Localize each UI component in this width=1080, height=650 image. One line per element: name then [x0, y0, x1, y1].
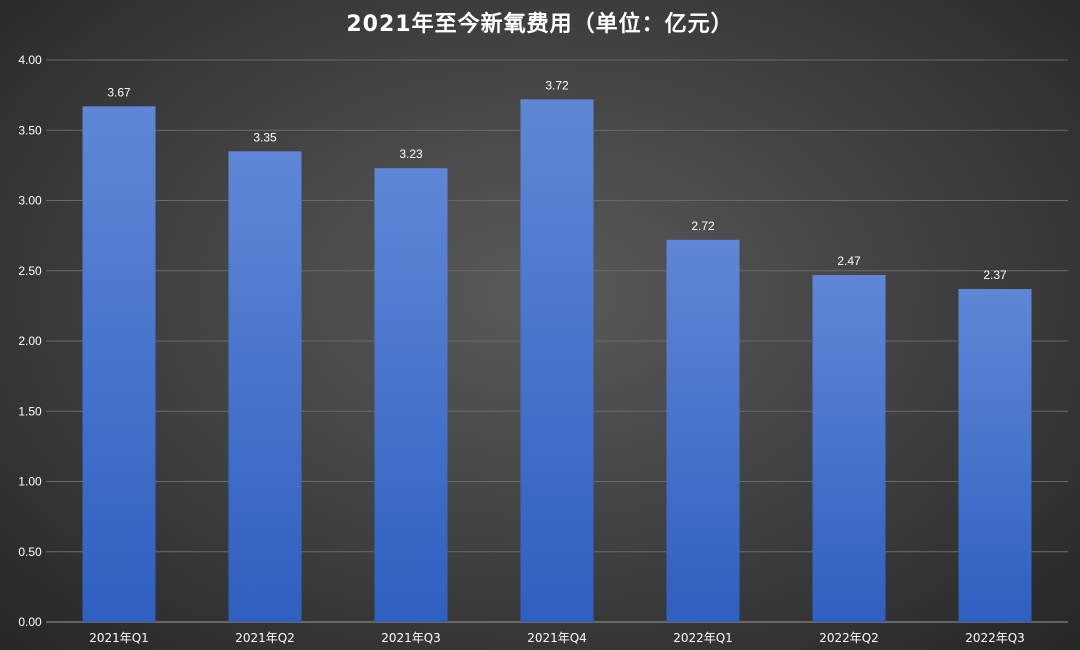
data-label: 2.47 [837, 254, 861, 268]
y-tick-label: 2.50 [18, 264, 42, 278]
y-tick-label: 0.00 [18, 615, 42, 629]
data-label: 2.37 [983, 268, 1007, 282]
data-label: 2.72 [691, 219, 715, 233]
x-tick-label: 2021年Q2 [235, 631, 295, 645]
y-tick-label: 4.00 [18, 53, 42, 67]
y-tick-label: 1.00 [18, 475, 42, 489]
x-tick-label: 2022年Q2 [819, 631, 879, 645]
bar [958, 289, 1032, 622]
x-tick-label: 2021年Q3 [381, 631, 441, 645]
y-tick-label: 3.00 [18, 194, 42, 208]
y-tick-label: 2.00 [18, 334, 42, 348]
bar [374, 168, 448, 622]
y-tick-label: 3.50 [18, 123, 42, 137]
data-label: 3.35 [253, 130, 277, 144]
data-label: 3.72 [545, 78, 569, 92]
chart-title: 2021年至今新氧费用（单位：亿元） [346, 12, 734, 37]
bar [82, 106, 156, 623]
x-tick-label: 2021年Q1 [89, 631, 149, 645]
bar [520, 99, 594, 623]
bar [228, 151, 302, 622]
x-tick-label: 2022年Q3 [965, 631, 1025, 645]
y-tick-label: 1.50 [18, 404, 42, 418]
x-tick-label: 2022年Q1 [673, 631, 733, 645]
x-tick-label: 2021年Q4 [527, 631, 587, 645]
data-label: 3.67 [107, 85, 131, 99]
y-tick-label: 0.50 [18, 545, 42, 559]
bar [666, 239, 740, 622]
data-label: 3.23 [399, 147, 423, 161]
bar [812, 274, 886, 622]
